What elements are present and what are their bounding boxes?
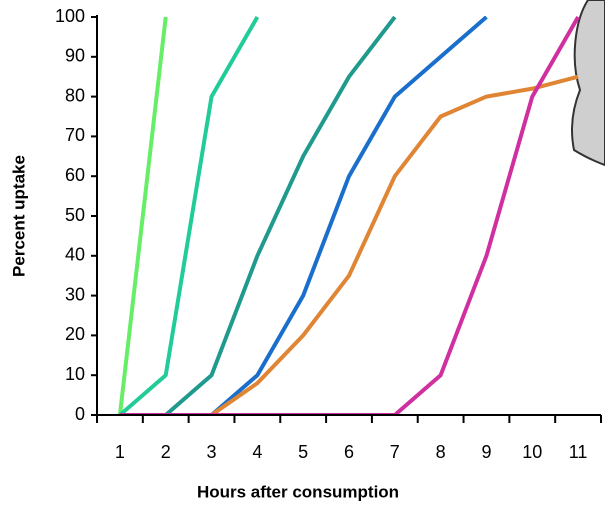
series-line (118, 16, 260, 416)
series-line (117, 16, 168, 416)
x-tick-label: 4 (252, 442, 262, 462)
y-tick-label: 80 (65, 85, 85, 105)
x-tick-label: 5 (298, 442, 308, 462)
x-tick-label: 3 (207, 442, 217, 462)
y-tick-label: 30 (65, 284, 85, 304)
y-tick-label: 70 (65, 125, 85, 145)
plot-lines (117, 16, 580, 416)
x-axis-title: Hours after consumption (197, 482, 399, 501)
y-tick-label: 90 (65, 46, 85, 66)
x-tick-label: 10 (522, 442, 542, 462)
x-tick-label: 11 (569, 442, 588, 462)
y-tick-label: 20 (65, 324, 85, 344)
y-tick-label: 50 (65, 205, 85, 225)
series-line (164, 16, 397, 416)
x-tick-label: 6 (344, 442, 354, 462)
decoration (571, 0, 605, 167)
x-tick-label: 1 (115, 442, 125, 462)
y-axis-title: Percent uptake (9, 155, 28, 277)
x-tick-label: 9 (481, 442, 491, 462)
y-tick-label: 100 (55, 6, 85, 26)
y-tick-label: 60 (65, 165, 85, 185)
y-tick-label: 40 (65, 245, 85, 265)
x-tick-label: 7 (390, 442, 400, 462)
x-tick-label: 8 (436, 442, 446, 462)
y-tick-label: 10 (65, 364, 85, 384)
x-tick-label: 2 (161, 442, 171, 462)
series-line (210, 16, 488, 416)
y-tick-label: 0 (75, 404, 85, 424)
